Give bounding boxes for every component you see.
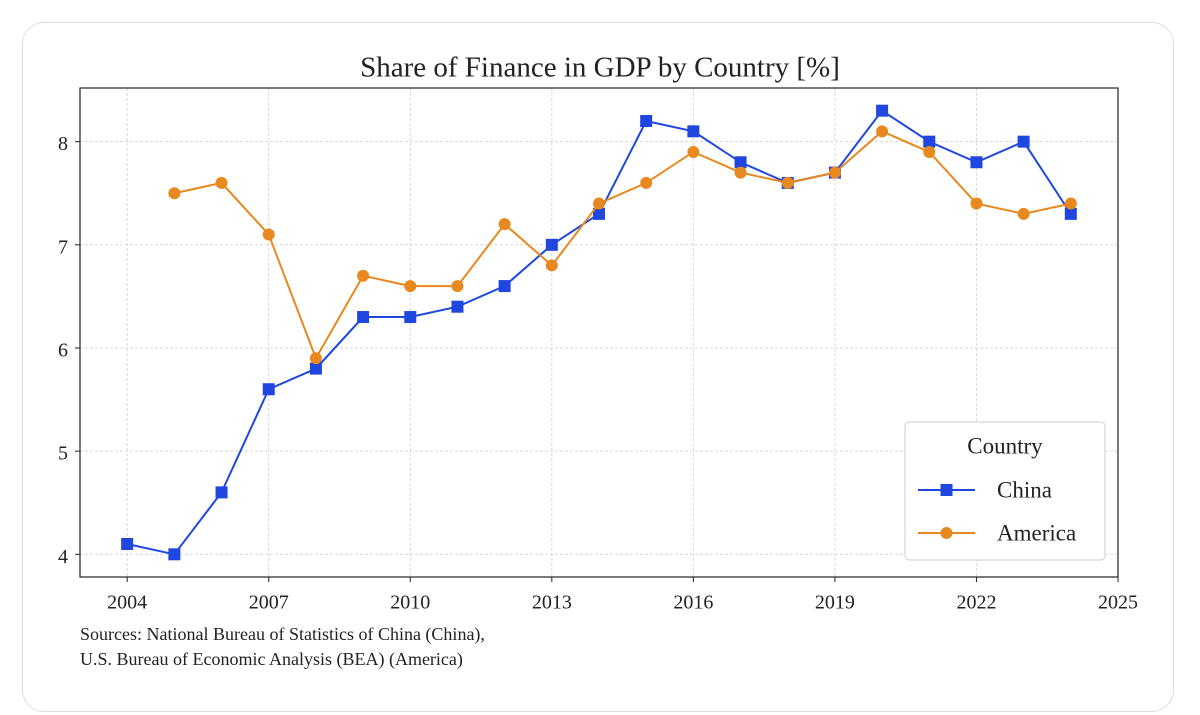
- marker: [970, 197, 983, 210]
- marker: [1064, 207, 1077, 220]
- marker: [970, 156, 983, 169]
- y-tick-label: 8: [58, 133, 68, 155]
- x-tick-label: 2022: [956, 592, 996, 614]
- marker: [1017, 135, 1030, 148]
- x-tick-label: 2004: [107, 592, 147, 614]
- marker: [734, 156, 747, 169]
- marker: [1017, 207, 1030, 220]
- x-tick-label: 2007: [249, 592, 289, 614]
- x-tick-label: 2013: [532, 592, 572, 614]
- marker: [451, 280, 464, 293]
- legend-label: America: [997, 520, 1076, 545]
- marker: [498, 280, 511, 293]
- marker: [498, 218, 511, 231]
- y-tick-label: 4: [58, 546, 68, 568]
- marker: [121, 537, 134, 550]
- marker: [593, 197, 605, 210]
- series-line: [174, 130, 1072, 361]
- legend-marker: [940, 484, 953, 496]
- marker: [404, 311, 417, 324]
- marker: [687, 145, 700, 158]
- marker: [215, 176, 228, 189]
- x-tick-label: 2019: [815, 592, 855, 614]
- x-tick-label: 2025: [1098, 592, 1138, 614]
- plot-frame: [79, 87, 1119, 578]
- marker: [876, 104, 889, 117]
- marker: [451, 300, 464, 313]
- marker: [828, 166, 841, 179]
- marker: [545, 238, 558, 251]
- marker: [923, 135, 936, 148]
- y-tick-label: 7: [58, 236, 68, 258]
- marker: [687, 125, 700, 138]
- y-tick-label: 6: [58, 340, 68, 362]
- marker: [168, 548, 181, 561]
- legend-label: China: [997, 477, 1052, 502]
- marker: [357, 269, 370, 282]
- source-note: Sources: National Bureau of Statistics o…: [80, 624, 485, 645]
- marker: [262, 228, 275, 241]
- source-note: U.S. Bureau of Economic Analysis (BEA) (…: [80, 649, 463, 670]
- marker: [545, 259, 558, 272]
- marker: [781, 176, 794, 189]
- marker: [923, 145, 936, 158]
- marker: [640, 115, 653, 128]
- marker: [262, 383, 275, 396]
- legend-marker: [940, 527, 953, 539]
- marker: [1064, 197, 1077, 210]
- marker: [876, 125, 889, 138]
- legend-title: Country: [967, 433, 1043, 458]
- marker: [357, 311, 370, 324]
- card: [22, 22, 1174, 712]
- x-tick-label: 2010: [390, 592, 430, 614]
- marker: [309, 362, 322, 375]
- marker: [215, 486, 228, 499]
- marker: [640, 176, 653, 189]
- x-tick-label: 2016: [673, 592, 713, 614]
- marker: [404, 280, 417, 293]
- chart-title: Share of Finance in GDP by Country [%]: [360, 52, 840, 84]
- marker: [168, 187, 181, 200]
- marker: [309, 352, 322, 365]
- marker: [593, 207, 605, 220]
- y-tick-label: 5: [58, 443, 68, 465]
- marker: [734, 166, 747, 179]
- legend-frame: [904, 421, 1106, 561]
